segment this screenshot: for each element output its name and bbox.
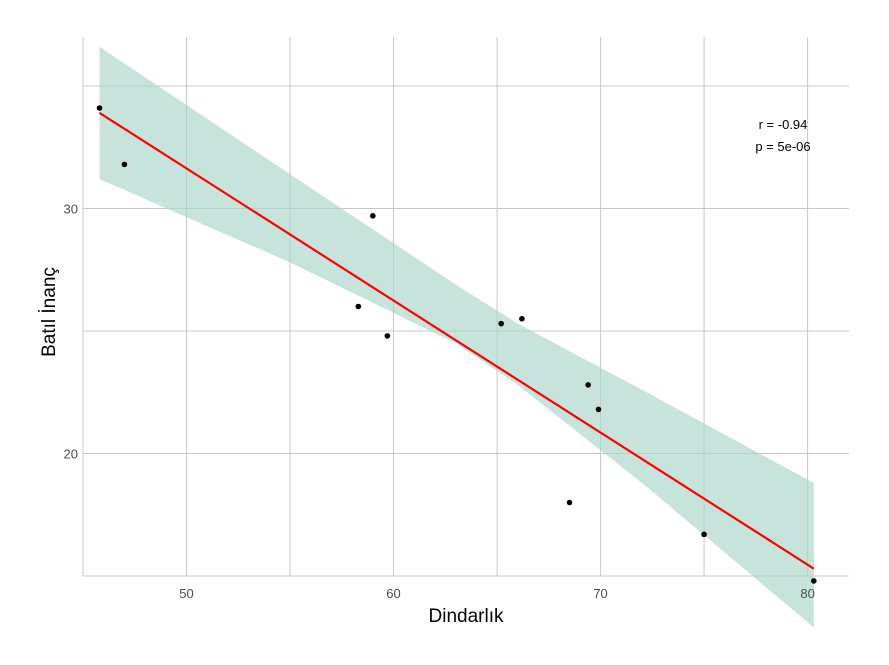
y-tick-label: 30 <box>64 202 78 217</box>
correlation-annotation: r = -0.94 <box>759 117 808 132</box>
confidence-band <box>99 46 814 628</box>
data-point <box>370 213 376 219</box>
x-tick-label: 70 <box>593 586 607 601</box>
grid-layer <box>82 37 849 577</box>
data-point <box>585 382 591 388</box>
data-point <box>595 406 602 413</box>
x-axis-title: Dindarlık <box>429 606 504 627</box>
data-point <box>121 161 128 168</box>
confidence-band-layer <box>99 46 814 628</box>
regression-line-layer <box>98 112 815 570</box>
data-point <box>498 320 504 327</box>
y-axis-title: Batıl İnanç <box>39 267 60 357</box>
data-point <box>811 578 817 584</box>
tick-label-layer: 50 60 70 80 20 30 <box>64 202 815 602</box>
points-layer <box>96 105 817 584</box>
data-point <box>384 333 391 339</box>
p-value-annotation: p = 5e-06 <box>755 139 810 154</box>
x-tick-label: 50 <box>179 586 193 601</box>
data-point <box>566 499 573 506</box>
x-tick-label: 80 <box>800 586 814 601</box>
data-point <box>96 105 103 111</box>
regression-line <box>98 112 815 570</box>
x-tick-label: 60 <box>386 586 400 601</box>
data-point <box>701 531 707 538</box>
data-point <box>355 303 362 310</box>
data-point <box>519 315 525 322</box>
y-tick-label: 20 <box>64 447 78 462</box>
